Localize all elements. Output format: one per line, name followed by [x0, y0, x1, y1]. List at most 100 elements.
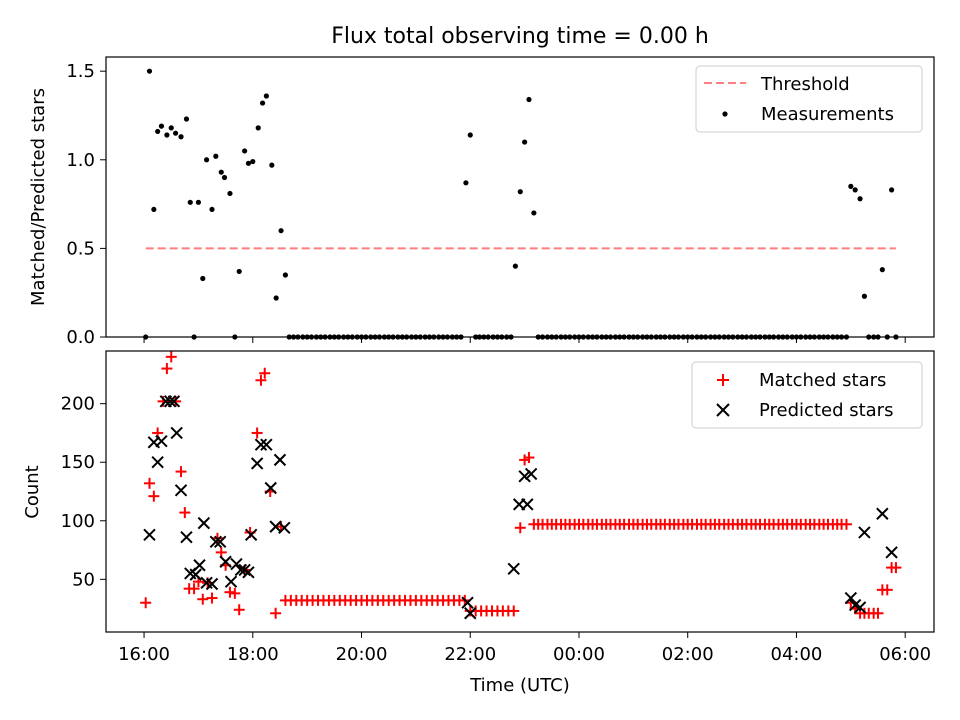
predicted-point-b	[844, 591, 858, 605]
predicted-point	[180, 530, 193, 544]
predicted-point	[170, 426, 183, 440]
legend-matched-swatch	[717, 374, 729, 386]
predicted-point-b	[848, 598, 862, 612]
matched-point	[508, 605, 520, 617]
bottom-y-tick-label: 50	[72, 569, 95, 590]
predicted-point	[521, 498, 534, 511]
predicted-point-b	[147, 436, 161, 449]
predicted-point	[197, 516, 211, 530]
top-y-ticks: 0.0 0.5 1.0 1.5	[66, 61, 106, 348]
x-tick-label: 06:00	[879, 644, 931, 665]
predicted-point	[174, 484, 188, 497]
predicted-point-b	[885, 546, 898, 559]
predicted-point-b	[167, 395, 181, 408]
top-legend-box	[695, 65, 923, 133]
matched-point	[179, 507, 191, 519]
top-y-tick-label: 0.5	[66, 238, 95, 259]
predicted-point-b	[244, 528, 258, 542]
measurement-point	[263, 93, 269, 99]
predicted-point	[205, 577, 219, 591]
top-panel: 0.0 0.5 1.0 1.5 Matched/Predicted stars Thr…	[28, 56, 935, 348]
predicted-point	[213, 535, 227, 549]
x-tick-label: 16:00	[118, 644, 170, 665]
bottom-legend: Matched stars Predicted stars	[691, 361, 923, 429]
matched-point	[165, 351, 177, 363]
x-tick-label: 18:00	[227, 644, 279, 665]
top-y-tick-label: 0.0	[66, 327, 95, 348]
predicted-point	[273, 453, 287, 467]
predicted-point-b	[234, 563, 248, 577]
legend-matched-label: Matched stars	[759, 370, 886, 391]
bottom-panel: 50 100 150 200 16:00 18:00 20:00 22:00 00:00 02:…	[22, 350, 935, 696]
matched-point	[251, 427, 263, 439]
measurement-point	[463, 180, 469, 186]
measurement-point	[259, 100, 266, 106]
measurement-point	[168, 125, 174, 131]
measurement-point	[213, 153, 219, 159]
predicted-point	[230, 557, 243, 571]
bottom-y-ticks: 50 100 150 200	[61, 394, 106, 590]
predicted-point	[219, 555, 232, 568]
measurement-point	[164, 132, 170, 138]
predicted-point-b	[260, 438, 273, 451]
matched-point	[206, 592, 218, 604]
legend-measurements-swatch	[722, 111, 728, 117]
matched-point	[514, 522, 526, 534]
predicted-point-b	[163, 395, 177, 408]
predicted-point-b	[242, 566, 255, 579]
measurement-point	[187, 199, 193, 205]
predicted-markers	[143, 395, 898, 620]
predicted-point	[234, 563, 248, 577]
predicted-point	[193, 559, 206, 572]
predicted-point	[278, 521, 291, 535]
measurement-point	[183, 116, 190, 122]
bottom-y-tick-label: 100	[61, 511, 95, 532]
matched-point	[229, 587, 241, 599]
predicted-point-b	[155, 434, 168, 448]
predicted-point-b	[273, 453, 287, 467]
measurement-point	[158, 123, 165, 129]
predicted-point	[151, 456, 164, 469]
predicted-point-b	[224, 575, 238, 588]
predicted-point-b	[193, 559, 206, 572]
matched-point	[175, 466, 187, 478]
predicted-point	[242, 566, 255, 579]
x-tick-label: 20:00	[336, 644, 388, 665]
measurement-point	[221, 174, 228, 181]
legend-threshold-label: Threshold	[760, 74, 850, 95]
measurement-point	[517, 189, 523, 195]
measurement-point	[531, 210, 537, 216]
matched-point	[188, 583, 200, 595]
measurement-point	[852, 187, 858, 193]
predicted-point-b	[264, 481, 277, 495]
predicted-point-b	[200, 576, 213, 590]
predicted-point-b	[464, 607, 477, 620]
predicted-point	[155, 434, 168, 448]
predicted-point-b	[174, 484, 188, 497]
predicted-point	[524, 467, 538, 481]
measurement-point	[282, 272, 289, 278]
measurement-point	[236, 268, 242, 275]
matched-point	[890, 562, 902, 574]
bottom-y-tick-label: 150	[61, 452, 95, 473]
predicted-point-b	[853, 601, 867, 614]
predicted-point-b	[254, 438, 268, 451]
predicted-point	[858, 526, 871, 539]
top-y-tick-label: 1.0	[66, 150, 95, 171]
measurement-point	[227, 190, 233, 197]
x-tick-label: 04:00	[771, 644, 823, 665]
predicted-point	[209, 535, 223, 549]
measurement-point	[151, 206, 157, 213]
measurement-point	[522, 139, 528, 145]
matched-point	[197, 593, 209, 605]
predicted-point	[876, 507, 889, 520]
predicted-point-b	[278, 521, 291, 535]
bottom-x-ticks: 16:00 18:00 20:00 22:00 00:00 02:00 04:00 06:00	[118, 632, 931, 665]
measurement-point	[848, 183, 854, 189]
legend-predicted-label: Predicted stars	[759, 400, 893, 421]
predicted-point-b	[189, 568, 202, 581]
measurement-point	[861, 293, 868, 299]
measurement-point	[195, 199, 202, 205]
measurement-point	[526, 96, 532, 103]
matched-point	[881, 584, 893, 596]
